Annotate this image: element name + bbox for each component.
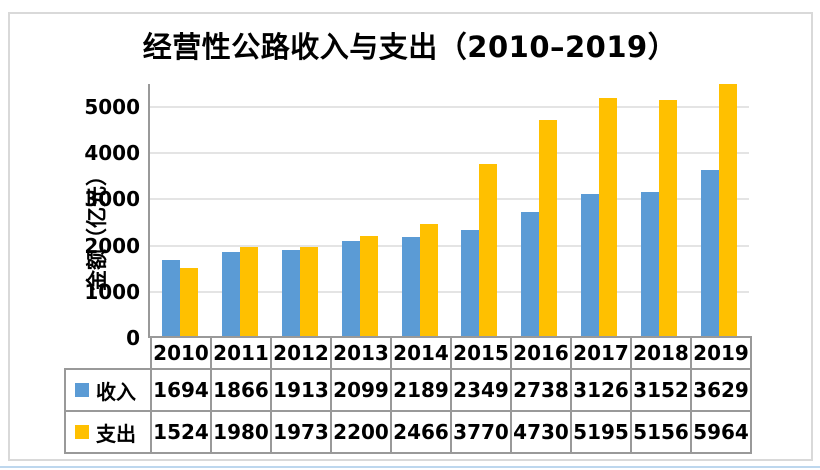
y-axis-ticks: 0 1000 2000 3000 4000 5000	[50, 84, 140, 350]
bar-支出-2010	[179, 267, 198, 338]
value-cell-收入: 1694	[150, 368, 212, 412]
y-tick-label: 0	[126, 326, 140, 350]
value-cell-收入: 1866	[210, 368, 272, 412]
gridline	[150, 152, 749, 155]
y-tick-label: 3000	[84, 187, 140, 212]
value-cell-支出: 4730	[510, 410, 572, 454]
sheet-gridline	[0, 466, 820, 468]
bar-支出-2018	[659, 99, 678, 338]
bar-支出-2015	[479, 163, 498, 338]
bar-收入-2010	[161, 259, 180, 338]
bar-支出-2014	[419, 224, 438, 338]
series-label: 支出	[96, 421, 136, 446]
data-table: 2010 2011 2012 2013 2014 2015 2016 2017 2018 2019…	[64, 336, 752, 454]
value-cell-支出: 3770	[450, 410, 512, 454]
value-cell-收入: 3126	[570, 368, 632, 412]
bar-收入-2013	[341, 241, 360, 338]
x-axis-year-cell: 2016	[510, 336, 572, 370]
legend-cell-支出: 支出	[64, 410, 152, 454]
bar-收入-2017	[581, 193, 600, 338]
bar-支出-2019	[719, 84, 738, 338]
bar-收入-2012	[281, 249, 300, 338]
x-axis-year-cell: 2011	[210, 336, 272, 370]
bar-支出-2011	[239, 246, 258, 338]
bar-收入-2019	[701, 170, 720, 338]
value-cell-支出: 1980	[210, 410, 272, 454]
bar-收入-2016	[521, 211, 540, 338]
x-axis-year-cell: 2015	[450, 336, 512, 370]
x-axis-year-cell: 2012	[270, 336, 332, 370]
bar-支出-2016	[539, 119, 558, 338]
bar-收入-2014	[401, 236, 420, 338]
value-cell-支出: 5156	[630, 410, 692, 454]
bar-收入-2018	[641, 192, 660, 338]
x-axis-year-cell: 2018	[630, 336, 692, 370]
bar-收入-2015	[461, 229, 480, 338]
y-tick-label: 5000	[84, 95, 140, 120]
value-cell-支出: 1973	[270, 410, 332, 454]
x-axis-year-cell: 2013	[330, 336, 392, 370]
y-tick-label: 4000	[84, 141, 140, 166]
value-cell-支出: 2200	[330, 410, 392, 454]
table-corner-blank	[65, 337, 151, 369]
x-axis-year-cell: 2010	[150, 336, 212, 370]
series-label: 收入	[96, 379, 136, 404]
y-tick-label: 1000	[84, 279, 140, 304]
value-cell-支出: 2466	[390, 410, 452, 454]
value-cell-支出: 5964	[690, 410, 752, 454]
bar-支出-2013	[359, 236, 378, 338]
bar-收入-2011	[221, 251, 240, 338]
value-cell-收入: 3152	[630, 368, 692, 412]
value-cell-收入: 2738	[510, 368, 572, 412]
y-tick-label: 2000	[84, 233, 140, 258]
legend-key-icon	[75, 425, 89, 439]
gridline	[150, 198, 749, 201]
value-cell-支出: 5195	[570, 410, 632, 454]
plot-area	[148, 84, 749, 338]
legend-key-icon	[75, 383, 89, 397]
gridline	[150, 106, 749, 109]
legend-cell-收入: 收入	[64, 368, 152, 412]
x-axis-year-cell: 2019	[690, 336, 752, 370]
bar-支出-2017	[599, 98, 618, 338]
x-axis-year-cell: 2014	[390, 336, 452, 370]
value-cell-支出: 1524	[150, 410, 212, 454]
bar-支出-2012	[299, 246, 318, 338]
value-cell-收入: 2189	[390, 368, 452, 412]
value-cell-收入: 2099	[330, 368, 392, 412]
value-cell-收入: 3629	[690, 368, 752, 412]
gridline	[150, 244, 749, 247]
value-cell-收入: 2349	[450, 368, 512, 412]
value-cell-收入: 1913	[270, 368, 332, 412]
gridline	[150, 290, 749, 293]
chart-title: 经营性公路收入与支出（2010–2019）	[142, 30, 678, 64]
x-axis-year-cell: 2017	[570, 336, 632, 370]
